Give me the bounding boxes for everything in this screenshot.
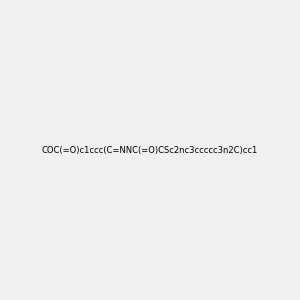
Text: COC(=O)c1ccc(C=NNC(=O)CSc2nc3ccccc3n2C)cc1: COC(=O)c1ccc(C=NNC(=O)CSc2nc3ccccc3n2C)c…: [42, 146, 258, 154]
